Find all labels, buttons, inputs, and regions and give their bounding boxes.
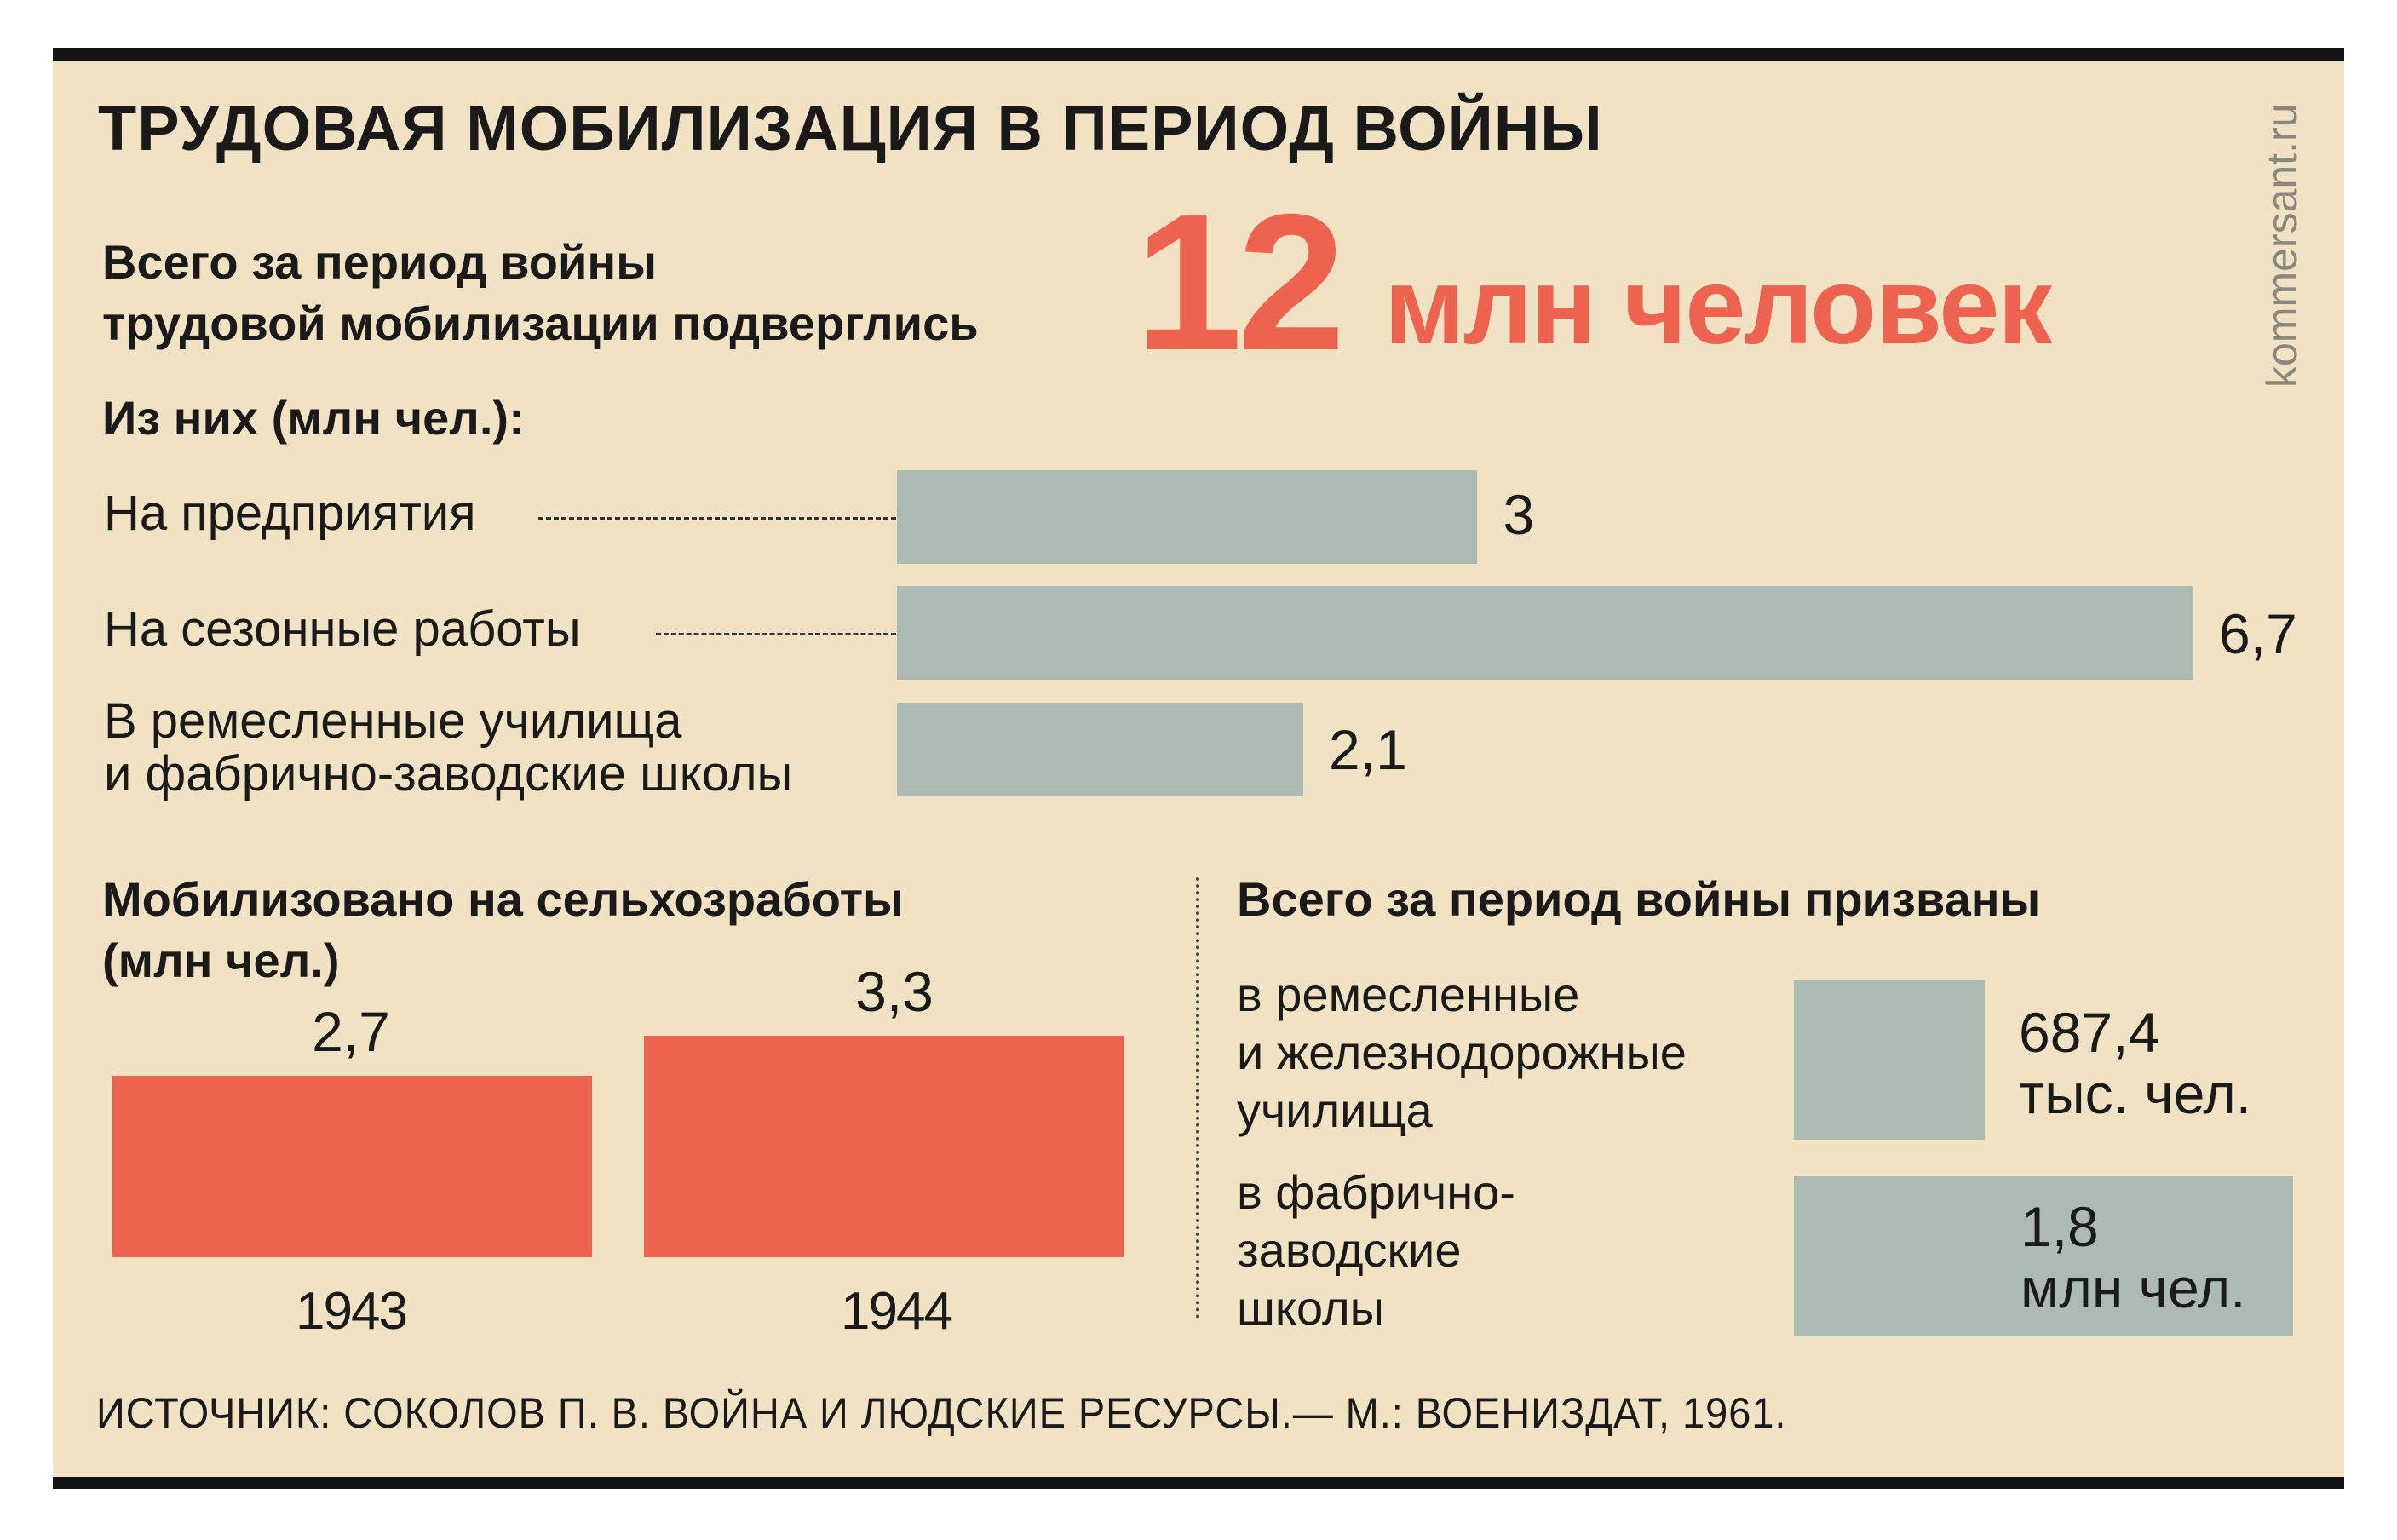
drafted-number: 687,4	[2019, 1001, 2160, 1064]
drafted-unit: тыс. чел.	[2019, 1062, 2252, 1125]
hbar-value-label: 6,7	[2219, 602, 2297, 665]
hbar-category-line: и фабрично-заводские школы	[104, 746, 793, 802]
hbar-category-line: В ремесленные училища	[104, 693, 682, 749]
vbar-category-label: 1944	[841, 1282, 953, 1341]
hbar-category-label: На предприятия	[104, 486, 476, 541]
drafted-label-line: училища	[1237, 1083, 1433, 1137]
page-title: ТРУДОВАЯ МОБИЛИЗАЦИЯ В ПЕРИОД ВОЙНЫ	[98, 93, 1603, 164]
drafted-label-line: заводские	[1237, 1223, 1462, 1277]
hbar-bar	[897, 470, 1478, 564]
drafted-title: Всего за период войны призваны	[1237, 872, 2041, 926]
drafted-value: 1,8 млн чел.	[2020, 1196, 2245, 1319]
hbar-category-label: В ремесленные училища и фабрично-заводск…	[104, 695, 792, 801]
hbar-bar	[897, 703, 1304, 796]
drafted-label-line: в ремесленные	[1237, 968, 1580, 1021]
drafted-label-line: школы	[1237, 1281, 1384, 1335]
vbar-title-line: (млн чел.)	[102, 934, 340, 987]
drafted-box	[1794, 980, 1985, 1140]
vbar-bar	[112, 1076, 592, 1257]
drafted-value: 687,4 тыс. чел.	[2019, 1002, 2251, 1124]
drafted-box	[1794, 1176, 2293, 1336]
source-note: ИСТОЧНИК: СОКОЛОВ П. В. ВОЙНА И ЛЮДСКИЕ …	[96, 1389, 1787, 1437]
lead-line-1: Всего за период войны	[102, 235, 658, 289]
leader-line	[538, 517, 896, 520]
hbar-value-label: 2,1	[1329, 718, 1407, 781]
drafted-label: в ремесленные и железнодорожные училища	[1237, 966, 1687, 1140]
vbar-value-label: 3,3	[855, 960, 934, 1023]
drafted-label-line: в фабрично-	[1237, 1165, 1515, 1219]
hbar-category-label: На сезонные работы	[104, 601, 581, 657]
hbar-value-label: 3	[1503, 483, 1535, 546]
lead-line-2: трудовой мобилизации подверглись	[102, 296, 979, 350]
vbar-category-label: 1943	[296, 1282, 408, 1341]
hbar-chart-title: Из них (млн чел.):	[102, 391, 525, 445]
site-credit: kommersant.ru	[2258, 103, 2306, 388]
drafted-label-line: и железнодорожные	[1237, 1026, 1687, 1079]
bottom-rule	[53, 1477, 2344, 1489]
lead-text: Всего за период войны трудовой мобилизац…	[102, 232, 979, 354]
vbar-title-line: Мобилизовано на сельхозработы	[102, 872, 904, 926]
vbar-chart-title: Мобилизовано на сельхозработы (млн чел.)	[102, 869, 904, 991]
drafted-number: 1,8	[2020, 1195, 2099, 1258]
drafted-unit: млн чел.	[2020, 1256, 2246, 1319]
total-number: 12	[1135, 175, 1346, 391]
section-divider	[1196, 877, 1199, 1319]
vbar-value-label: 2,7	[312, 1000, 390, 1064]
leader-line	[656, 633, 896, 635]
total-unit: млн человек	[1384, 245, 2052, 367]
hbar-bar	[897, 586, 2193, 680]
top-rule	[53, 48, 2344, 61]
drafted-label: в фабрично- заводские школы	[1237, 1164, 1515, 1337]
vbar-bar	[644, 1036, 1124, 1257]
